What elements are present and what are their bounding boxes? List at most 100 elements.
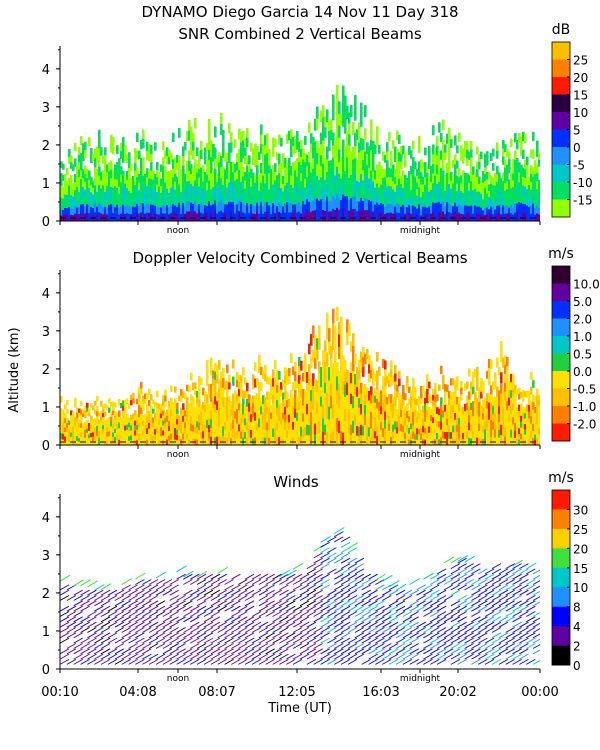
midnight-marker: midnight: [400, 450, 441, 460]
y-tick-label: 3: [42, 101, 50, 116]
colorbar-unit: m/s: [548, 246, 574, 262]
y-tick-label: 1: [42, 625, 50, 640]
panel3-title: Winds: [273, 473, 319, 491]
y-tick-label: 0: [42, 663, 50, 678]
colorbar-tick-label: -1.0: [573, 400, 596, 414]
panel1-field: [60, 84, 540, 221]
colorbar-swatch: [552, 587, 570, 607]
panel2-axes: 0 1 2 3 4 noon midnight: [42, 270, 541, 460]
colorbar-tick-label: 8: [573, 601, 581, 615]
colorbar-swatch: [552, 147, 570, 165]
colorbar-tick-label: 5: [573, 124, 581, 138]
colorbar-frame: [551, 489, 571, 666]
y-tick-label: 2: [42, 139, 50, 154]
colorbar-unit: dB: [552, 22, 571, 38]
colorbar-tick-label: 10.0: [573, 278, 600, 292]
colorbar-swatch: [552, 528, 570, 549]
midnight-marker: midnight: [400, 226, 441, 236]
colorbar-tick-label: 4: [573, 620, 581, 634]
y-tick-label: 0: [42, 215, 50, 230]
colorbar-swatch: [552, 94, 570, 113]
midnight-marker: midnight: [400, 674, 441, 684]
figure-title: DYNAMO Diego Garcia 14 Nov 11 Day 318: [141, 3, 458, 21]
x-tick-label: 00:00: [521, 685, 558, 700]
colorbar-tick-label: 1.0: [573, 330, 592, 344]
colorbar-swatch: [552, 283, 570, 302]
colorbar-swatch: [552, 59, 570, 78]
colorbar-swatch: [552, 645, 570, 666]
colorbar-swatch: [552, 548, 570, 569]
x-tick-label: 00:10: [41, 685, 78, 700]
panel2-colorbar: m/s 10.0 5.0 2.0 1.0 0.5 0.0 -0.5 -1.0 -2.0: [548, 246, 600, 442]
x-axis-label: Time (UT): [267, 701, 332, 716]
y-tick-label: 2: [42, 363, 50, 378]
colorbar-tick-label: 25: [573, 523, 588, 537]
y-tick-label: 2: [42, 587, 50, 602]
colorbar-swatch: [552, 112, 570, 130]
colorbar-tick-label: 25: [573, 54, 588, 68]
colorbar-tick-label: -10: [573, 176, 593, 190]
colorbar-tick-label: -5: [573, 159, 585, 173]
panel2-field: [60, 306, 540, 445]
panel3-field: [60, 527, 540, 665]
noon-marker: noon: [167, 450, 189, 460]
colorbar-tick-label: 0: [573, 659, 581, 673]
colorbar-tick-label: 0.5: [573, 348, 592, 362]
y-tick-label: 4: [42, 287, 50, 302]
colorbar-tick-label: 15: [573, 562, 588, 576]
y-tick-label: 4: [42, 63, 50, 78]
colorbar-tick-label: 0.0: [573, 365, 592, 379]
y-tick-label: 0: [42, 439, 50, 454]
y-tick-label: 1: [42, 401, 50, 416]
colorbar-swatch: [552, 353, 570, 372]
colorbar-tick-label: 20: [573, 542, 588, 556]
colorbar-swatch: [552, 164, 570, 183]
panel1-colorbar: dB 25 20 15 10 5 0 -5 -10 -15: [551, 22, 593, 218]
colorbar-tick-label: 10: [573, 581, 588, 595]
x-tick-label: 08:07: [198, 685, 235, 700]
colorbar-swatch: [552, 406, 570, 424]
x-tick-label: 20:02: [439, 685, 476, 700]
colorbar-swatch: [552, 567, 570, 588]
colorbar-swatch: [552, 77, 570, 95]
colorbar-swatch: [552, 626, 570, 646]
x-tick-label: 16:03: [362, 685, 399, 700]
colorbar-swatch: [552, 371, 570, 389]
x-tick-label: 04:08: [119, 685, 156, 700]
colorbar-swatch: [552, 301, 570, 319]
colorbar-swatch: [552, 129, 570, 148]
colorbar-tick-label: 0: [573, 141, 581, 155]
y-tick-label: 3: [42, 325, 50, 340]
colorbar-tick-label: 30: [573, 503, 588, 517]
colorbar-swatch: [552, 336, 570, 354]
colorbar-tick-label: 20: [573, 71, 588, 85]
colorbar-swatch: [552, 423, 570, 442]
colorbar-swatch: [552, 199, 570, 218]
colorbar-tick-label: 2: [573, 640, 581, 654]
panel3-axes: 0 1 2 3 4 noon midnight 00:10 04:08 08:07 12:05 16:…: [41, 494, 559, 700]
colorbar-swatch: [552, 509, 570, 530]
panel1-title: SNR Combined 2 Vertical Beams: [178, 25, 421, 43]
x-tick-label: 12:05: [278, 685, 315, 700]
panel2-title: Doppler Velocity Combined 2 Vertical Bea…: [132, 249, 467, 267]
colorbar-swatch: [552, 606, 570, 627]
panel1-axes: 0 1 2 3 4 noon midnight: [42, 46, 541, 236]
y-tick-label: 1: [42, 177, 50, 192]
noon-marker: noon: [167, 226, 189, 236]
colorbar-tick-label: 15: [573, 89, 588, 103]
colorbar-swatch: [552, 182, 570, 200]
y-axis-label: Altitude (km): [7, 327, 22, 412]
colorbar-swatch: [552, 318, 570, 337]
noon-marker: noon: [167, 674, 189, 684]
colorbar-tick-label: 10: [573, 106, 588, 120]
colorbar-swatch: [552, 266, 570, 284]
colorbar-swatch: [552, 388, 570, 407]
colorbar-swatch: [552, 42, 570, 60]
colorbar-unit: m/s: [548, 470, 574, 486]
colorbar-tick-label: -0.5: [573, 383, 596, 397]
y-tick-label: 3: [42, 549, 50, 564]
y-tick-label: 4: [42, 511, 50, 526]
